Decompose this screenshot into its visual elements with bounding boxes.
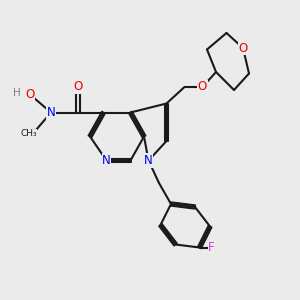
Text: N: N: [144, 154, 153, 167]
Text: O: O: [238, 41, 247, 55]
Text: O: O: [198, 80, 207, 94]
Text: O: O: [74, 80, 82, 94]
Text: H: H: [13, 88, 20, 98]
Text: CH₃: CH₃: [20, 129, 37, 138]
Text: N: N: [102, 154, 111, 167]
Text: F: F: [208, 241, 215, 254]
Text: O: O: [26, 88, 34, 101]
Text: N: N: [46, 106, 56, 119]
